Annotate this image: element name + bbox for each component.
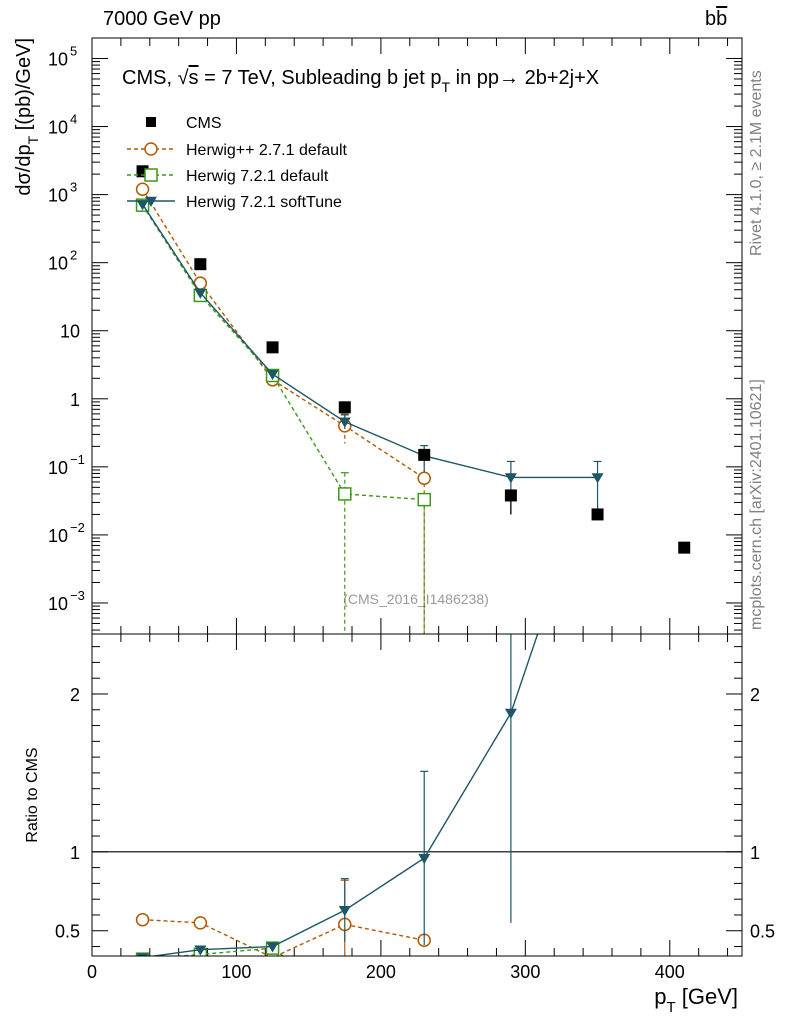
process-label: bb (705, 8, 727, 31)
herwig-7-2-1-softtune-point (504, 473, 517, 484)
herwig-2-7-1-default-ratio-point (135, 912, 150, 927)
y-tick-label: 10 (48, 526, 68, 546)
cms-point (591, 508, 604, 521)
herwig-7-2-1-softtune-point (338, 417, 351, 428)
legend-marker-herwig-7-2-1-default (144, 168, 158, 182)
x-tick-label: 200 (366, 962, 396, 982)
herwig-7-2-1-default-ratio-point (339, 996, 351, 1008)
y-tick-label: 10 (48, 186, 68, 206)
ratio-tick-label-left: 2 (70, 685, 80, 705)
herwig-7-2-1-default-point (338, 487, 352, 501)
y-tick-label: 10 (60, 322, 80, 342)
x-tick-label: 400 (655, 962, 685, 982)
y-tick-label: 10 (48, 254, 68, 274)
ratio-plot-frame (91, 633, 743, 957)
herwig-7-2-1-softtune-ratio-point (418, 853, 431, 865)
y-tick-label: 10 (48, 458, 68, 478)
legend-label-cms: CMS (186, 115, 222, 132)
legend-label-herwig-2-7-1-default: Herwig++ 2.7.1 default (186, 142, 348, 159)
herwig-7-2-1-softtune-ratio-point (338, 906, 351, 917)
herwig-2-7-1-default-line (141, 188, 425, 479)
cms-point (266, 341, 279, 354)
herwig-7-2-1-default-line (141, 204, 425, 501)
herwig-7-2-1-softtune-ratio-point (266, 942, 279, 953)
ratio-tick-label-right: 2 (750, 685, 760, 705)
y-tick-exponent: −1 (70, 452, 85, 467)
y-tick-label: 10 (48, 594, 68, 614)
y-tick-label: 1 (70, 390, 80, 410)
herwig-7-2-1-softtune-ratio-point (136, 953, 149, 956)
cms-point (194, 258, 207, 271)
rivet-version-label: Rivet 4.1.0, ≥ 2.1M events (748, 70, 765, 256)
herwig-7-2-1-softtune-ratio-point (504, 708, 517, 719)
ratio-tick-label-left: 0.5 (55, 922, 80, 942)
analysis-watermark: (CMS_2016_I1486238) (343, 591, 489, 607)
y-tick-exponent: −2 (70, 520, 85, 535)
herwig-7-2-1-softtune-ratio-point (194, 945, 207, 956)
herwig-7-2-1-softtune-point (194, 288, 207, 299)
ratio-tick-label-right: 0.5 (750, 922, 775, 942)
y-tick-exponent: 4 (70, 112, 77, 127)
y-axis-label: dσ/dpT [(pb)/GeV] (13, 38, 41, 196)
herwig-2-7-1-default-ratio-line (142, 918, 425, 956)
cms-point (338, 401, 351, 414)
x-tick-label: 300 (510, 962, 540, 982)
y-tick-label: 10 (48, 118, 68, 138)
herwig-2-7-1-default-point (417, 471, 431, 485)
ratio-tick-label-right: 1 (750, 843, 760, 863)
cms-point (678, 541, 691, 554)
y-tick-exponent: −3 (70, 588, 85, 603)
ratio-y-axis-label: Ratio to CMS (24, 747, 41, 842)
process-label-bbar: b (716, 8, 728, 30)
herwig-7-2-1-default-point (417, 492, 431, 507)
legend-marker-herwig-7-2-1-softtune (145, 196, 157, 207)
herwig-2-7-1-default-point (135, 182, 150, 196)
herwig-7-2-1-softtune-point (266, 369, 279, 381)
herwig-7-2-1-default-ratio-point (418, 969, 430, 981)
mcplots-reference-label: mcplots.cern.ch [arXiv:2401.10621] (748, 379, 765, 630)
y-tick-exponent: 2 (70, 248, 77, 263)
x-axis-label: pT [GeV] (654, 984, 738, 1016)
y-tick-label: 10 (48, 49, 68, 69)
herwig-2-7-1-default-ratio-point (193, 916, 208, 930)
legend-label-herwig-7-2-1-softtune: Herwig 7.2.1 softTune (186, 194, 342, 211)
x-tick-label: 0 (87, 962, 97, 982)
cms-point (418, 448, 431, 461)
ratio-tick-label-left: 1 (70, 843, 80, 863)
legend-label-herwig-7-2-1-default: Herwig 7.2.1 default (186, 168, 329, 185)
process-label-b: b (705, 8, 717, 30)
herwig-7-2-1-softtune-line (141, 203, 598, 479)
legend-marker-herwig-2-7-1-default (144, 142, 158, 156)
x-tick-label: 100 (221, 962, 251, 982)
y-tick-exponent: 3 (70, 180, 77, 195)
legend-marker-cms (146, 117, 156, 127)
herwig-7-2-1-softtune-point (136, 200, 149, 211)
herwig-7-2-1-softtune-point (591, 473, 604, 484)
herwig-7-2-1-softtune-ratio-line (148, 634, 539, 956)
chart-title: CMS, √s = 7 TeV, Subleading b jet pT in … (122, 67, 599, 95)
cms-point (504, 489, 517, 502)
y-tick-exponent: 5 (70, 43, 77, 58)
beam-energy-label: 7000 GeV pp (103, 8, 221, 30)
